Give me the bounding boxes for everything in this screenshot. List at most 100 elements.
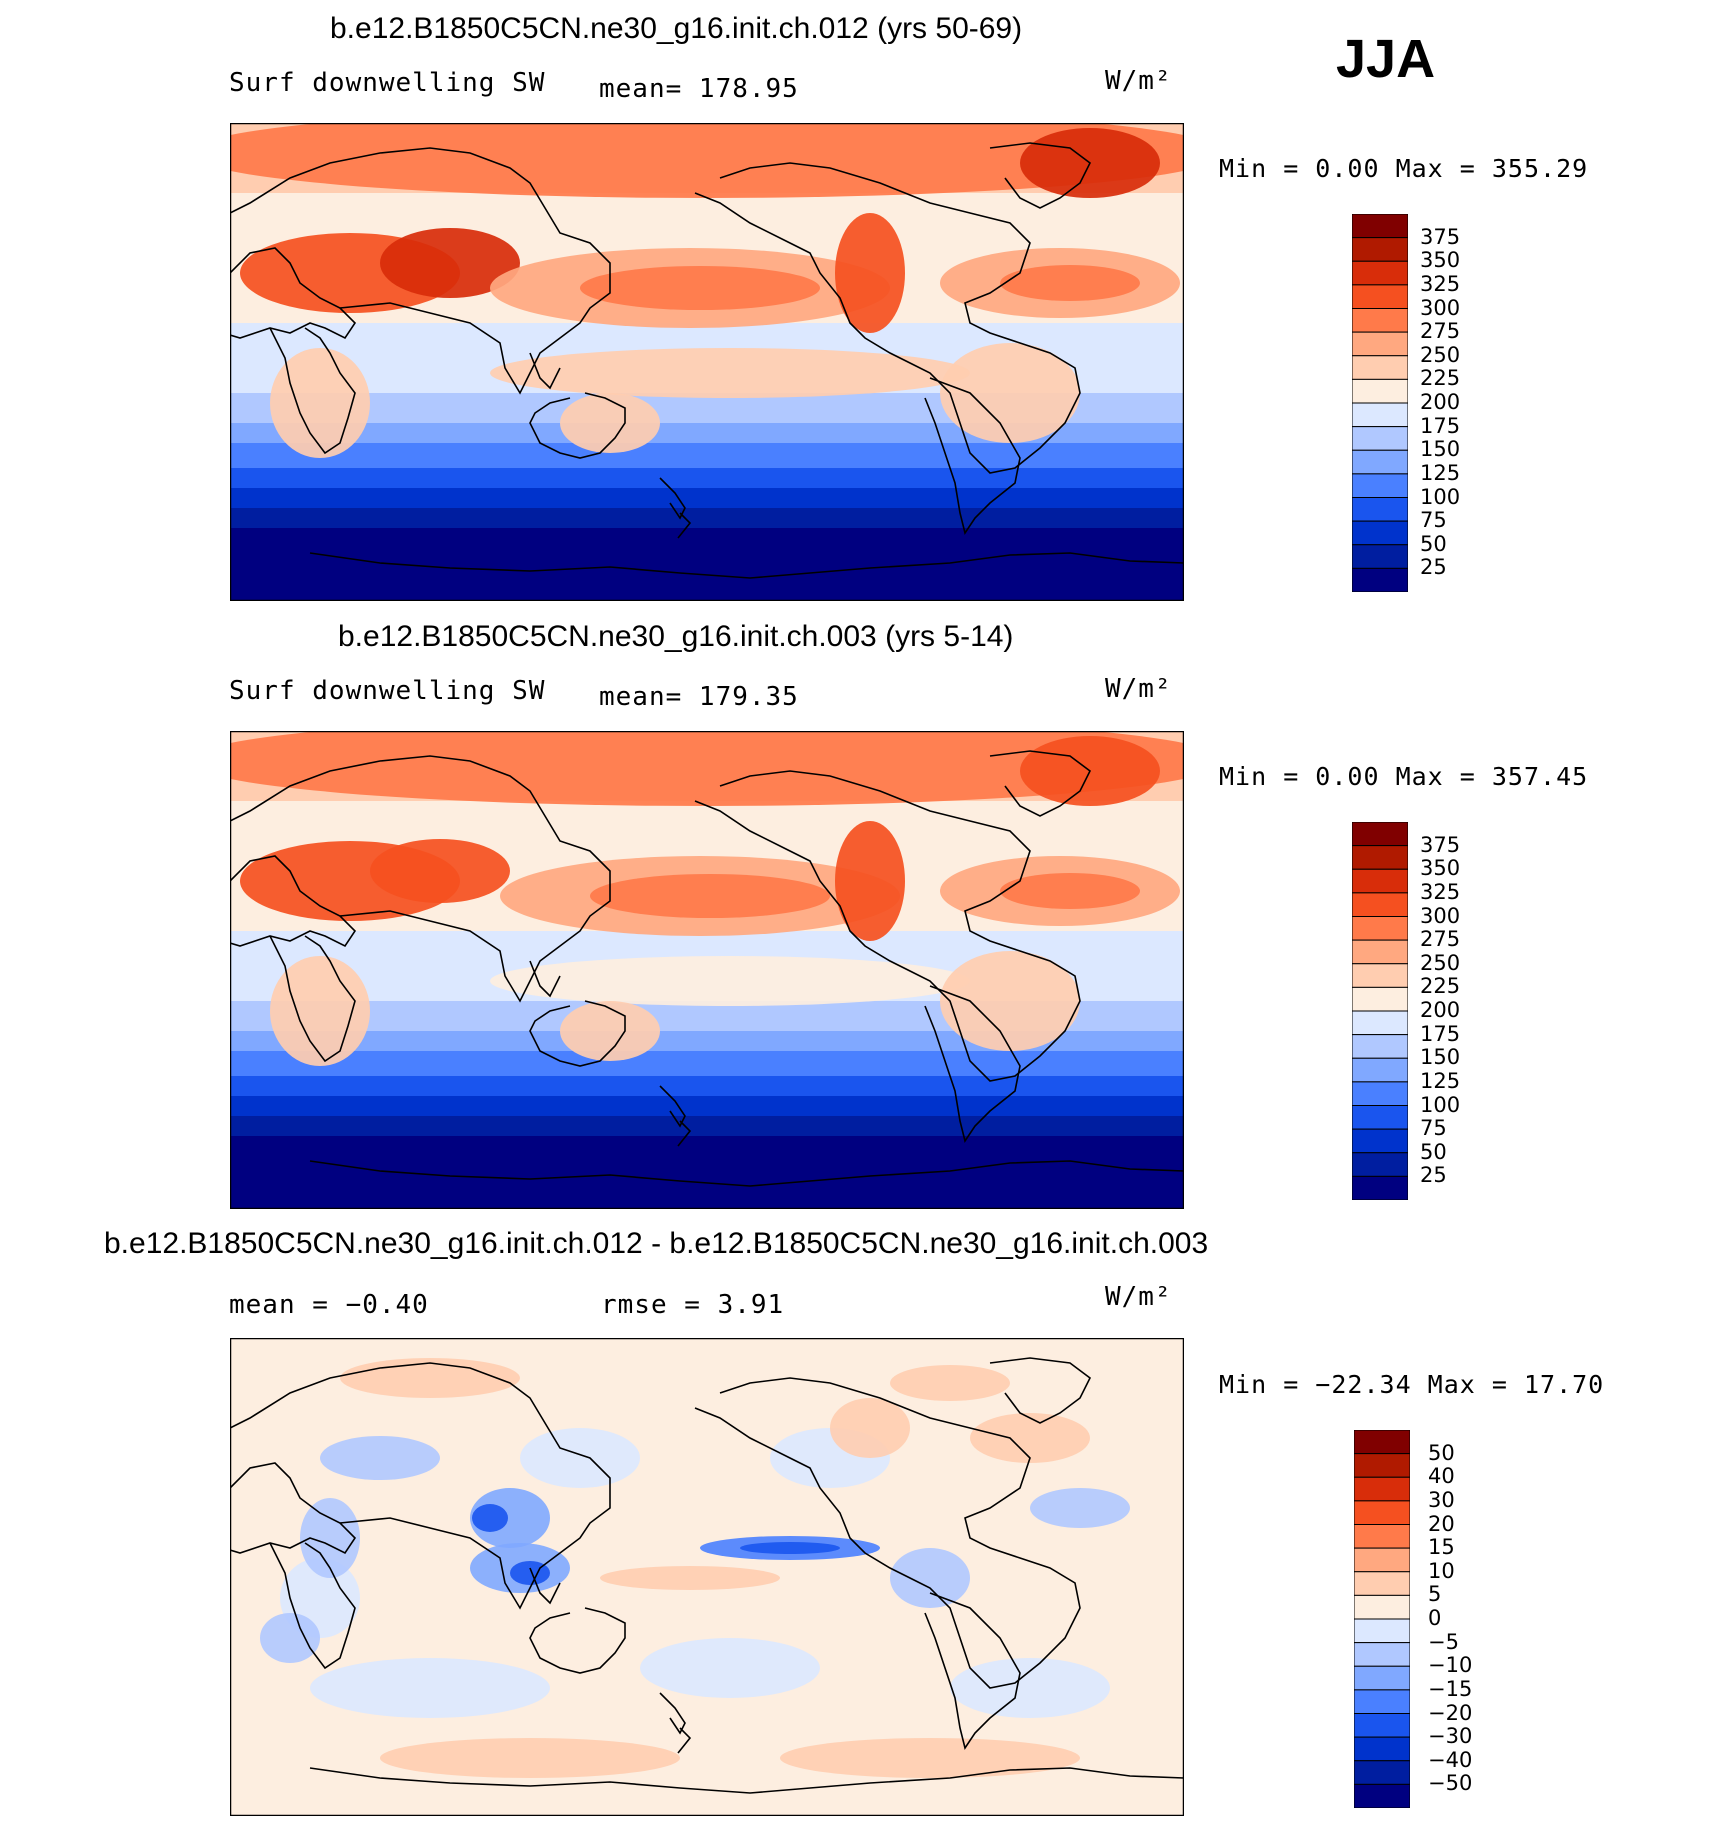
colorbar-tick-label: 325 [1420,879,1461,904]
colorbar-swatch [1352,260,1408,286]
colorbar-tick-label: 25 [1420,555,1447,580]
colorbar-tick-label: 375 [1420,224,1461,249]
colorbar-tick-label: 0 [1428,1606,1442,1630]
colorbar-swatch [1352,378,1408,404]
coastline [924,985,1021,1143]
contour-region [890,1365,1010,1401]
panel-1-min-max: Min = 0.00 Max = 355.29 [1219,154,1589,183]
coastline [659,1085,686,1128]
colorbar-swatch [1352,1175,1408,1200]
colorbar-tick-label: 375 [1420,832,1461,857]
contour-region [490,348,970,398]
colorbar-swatch [1352,963,1408,988]
colorbar-tick-label: 350 [1420,856,1461,881]
panel-3-min-max: Min = −22.34 Max = 17.70 [1219,1370,1605,1399]
contour-region [320,1436,440,1480]
colorbar-tick-label: −20 [1428,1700,1473,1725]
colorbar-swatch [1354,1476,1410,1502]
panel-3-map [230,1338,1184,1816]
coastline [924,1592,1021,1750]
contour-region [970,1413,1090,1463]
colorbar-swatch [1352,567,1408,592]
contour-region [560,1001,660,1061]
colorbar-swatch [1352,892,1408,917]
coastline [529,960,561,998]
contour-region [1000,873,1140,909]
colorbar-tick-label: 75 [1420,1116,1447,1141]
contour-region [890,1548,970,1608]
panel-2-map [230,731,1184,1209]
coastline [529,352,561,390]
colorbar-swatch [1352,402,1408,428]
colorbar-tick-label: 350 [1420,248,1461,273]
contour-region [270,956,370,1066]
contour-region [600,1566,780,1590]
colorbar-swatch [1352,939,1408,965]
colorbar-swatch [1352,544,1408,569]
colorbar-tick-label: 250 [1420,950,1461,975]
colorbar-swatch [1354,1713,1410,1738]
colorbar-tick-label: 50 [1420,531,1447,556]
colorbar-tick-label: −50 [1428,1771,1473,1796]
coastline [924,377,1021,535]
colorbar-swatch [1352,497,1408,522]
coastline [269,327,356,455]
colorbar-tick-label: 325 [1420,271,1461,296]
colorbar-swatch [1352,1152,1408,1177]
colorbar-swatch [1352,284,1408,309]
colorbar-swatch [1352,520,1408,546]
coastline [230,247,357,340]
contour-region [950,1658,1110,1718]
panel-2-units: W/m² [1105,674,1172,704]
coastline [989,142,1092,209]
colorbar-swatch [1352,1010,1408,1036]
colorbar-swatch [1354,1547,1410,1573]
colorbar-tick-label: 30 [1428,1487,1455,1512]
colorbar-swatch [1352,845,1408,870]
colorbar-swatch [1354,1783,1410,1808]
colorbar-swatch [1354,1430,1410,1455]
coastline [230,147,611,395]
contour-region [310,1658,550,1718]
colorbar-swatch [1352,1081,1408,1106]
colorbar-swatch [1352,822,1408,847]
colorbar-tick-label: 20 [1428,1511,1455,1536]
colorbar-tick-label: 50 [1420,1139,1447,1164]
contour-region [490,956,970,1006]
coastline [677,512,692,539]
colorbar-tick-label: 175 [1420,413,1461,438]
contour-region [230,123,1184,198]
map-frame [230,731,1184,1209]
colorbar-swatch [1352,237,1408,262]
contour-region [830,1398,910,1458]
panel-3-mean-label: mean = −0.40 [229,1290,429,1320]
coastline [269,1542,356,1670]
coastline [529,1567,561,1605]
colorbar-swatch [1352,308,1408,333]
coastline [309,1160,1184,1187]
panel-1-map [230,123,1184,601]
map-frame [230,1338,1184,1816]
panel-1-mean-label: mean= 178.95 [599,74,799,104]
panel-1-variable-label: Surf downwelling SW [229,68,546,98]
colorbar-tick-label: 100 [1420,484,1461,509]
contour-region [380,228,520,298]
contour-region [340,1358,520,1398]
contour-region [780,1738,1080,1778]
contour-region [380,1738,680,1778]
coastline [659,1692,686,1735]
coastline [309,1767,1184,1794]
contour-region [1000,265,1140,301]
colorbar-tick-label: −40 [1428,1747,1473,1772]
contour-region [740,1542,840,1554]
contour-region [230,731,1184,806]
colorbar-swatch [1354,1500,1410,1525]
contour-region [520,1428,640,1488]
coastline [677,1120,692,1147]
colorbar-tick-label: 25 [1420,1163,1447,1188]
colorbar-tick-label: 275 [1420,319,1461,344]
colorbar-swatch [1352,868,1408,894]
colorbar-swatch [1354,1524,1410,1549]
colorbar-swatch [1352,1057,1408,1083]
coastline [659,477,686,520]
